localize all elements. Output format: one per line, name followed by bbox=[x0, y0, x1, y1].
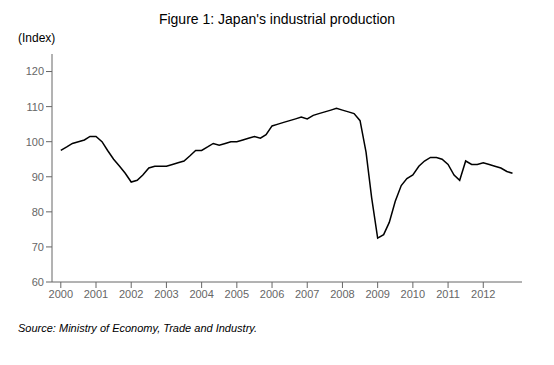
svg-text:2012: 2012 bbox=[471, 288, 495, 300]
svg-text:2008: 2008 bbox=[330, 288, 354, 300]
svg-text:2006: 2006 bbox=[260, 288, 284, 300]
svg-text:2004: 2004 bbox=[189, 288, 213, 300]
svg-text:60: 60 bbox=[32, 276, 44, 288]
svg-text:120: 120 bbox=[26, 65, 44, 77]
svg-text:2009: 2009 bbox=[365, 288, 389, 300]
svg-text:2003: 2003 bbox=[154, 288, 178, 300]
svg-text:90: 90 bbox=[32, 171, 44, 183]
svg-text:2010: 2010 bbox=[401, 288, 425, 300]
svg-text:110: 110 bbox=[26, 101, 44, 113]
html-text:(Index): (Index) bbox=[18, 31, 56, 45]
svg-text:2007: 2007 bbox=[295, 288, 319, 300]
svg-text:2005: 2005 bbox=[225, 288, 249, 300]
svg-text:2002: 2002 bbox=[119, 288, 143, 300]
svg-text:2011: 2011 bbox=[436, 288, 460, 300]
html-text:Figure 1: Japan's industrial p: Figure 1: Japan's industrial production bbox=[158, 11, 396, 27]
svg-text:2000: 2000 bbox=[49, 288, 73, 300]
html-text:Source: Ministry of Economy, T: Source: Ministry of Economy, Trade and I… bbox=[18, 322, 257, 334]
svg-text:70: 70 bbox=[32, 241, 44, 253]
svg-text:80: 80 bbox=[32, 206, 44, 218]
svg-text:100: 100 bbox=[26, 136, 44, 148]
svg-text:2001: 2001 bbox=[84, 288, 108, 300]
